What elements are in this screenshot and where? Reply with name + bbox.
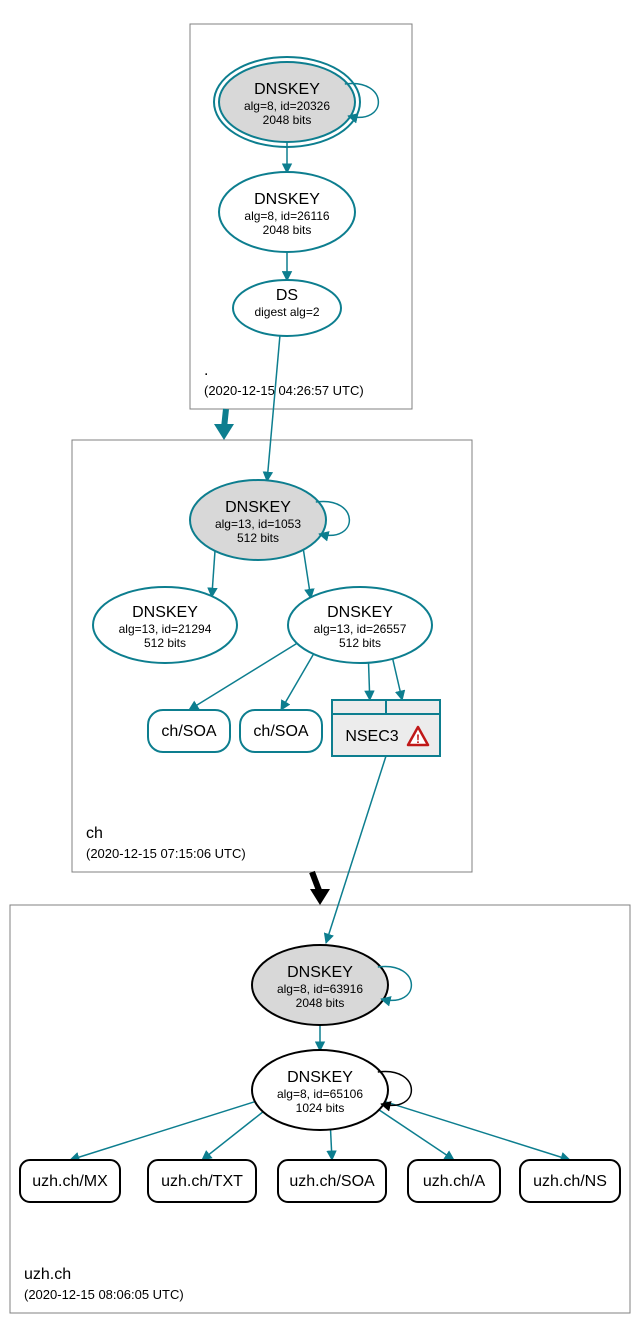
edge bbox=[212, 548, 215, 597]
node-ch_zsk2: DNSKEYalg=13, id=26557512 bits bbox=[288, 587, 432, 663]
node-sub1: digest alg=2 bbox=[254, 305, 319, 319]
edge bbox=[303, 547, 311, 598]
edge bbox=[267, 334, 280, 481]
nsec3-label: NSEC3 bbox=[345, 728, 398, 745]
edge bbox=[202, 1108, 267, 1160]
node-sub2: 512 bits bbox=[237, 531, 279, 545]
rr-label: uzh.ch/MX bbox=[32, 1173, 108, 1190]
edge bbox=[70, 1100, 261, 1160]
soa-label: ch/SOA bbox=[253, 723, 308, 740]
node-sub2: 512 bits bbox=[144, 636, 186, 650]
node-root_zsk: DNSKEYalg=8, id=261162048 bits bbox=[219, 172, 355, 252]
zone-name-uzh: uzh.ch bbox=[24, 1266, 71, 1283]
rr-node-a: uzh.ch/A bbox=[408, 1160, 500, 1202]
edge bbox=[392, 655, 402, 700]
node-sub1: alg=13, id=26557 bbox=[314, 622, 407, 636]
node-uzh_zsk: DNSKEYalg=8, id=651061024 bits bbox=[252, 1050, 388, 1130]
rr-label: uzh.ch/A bbox=[423, 1173, 486, 1190]
node-sub1: alg=8, id=65106 bbox=[277, 1087, 363, 1101]
node-title: DNSKEY bbox=[287, 964, 353, 981]
rr-label: uzh.ch/NS bbox=[533, 1173, 607, 1190]
node-title: DNSKEY bbox=[254, 191, 320, 208]
node-sub1: alg=13, id=21294 bbox=[119, 622, 212, 636]
node-root_ds: DSdigest alg=2 bbox=[233, 280, 341, 336]
rr-node-soa: uzh.ch/SOA bbox=[278, 1160, 386, 1202]
node-sub2: 2048 bits bbox=[263, 223, 312, 237]
node-sub1: alg=8, id=20326 bbox=[244, 99, 330, 113]
zone-name-ch: ch bbox=[86, 825, 103, 842]
warning-icon-mark: ! bbox=[416, 732, 420, 746]
node-sub2: 1024 bits bbox=[296, 1101, 345, 1115]
soa-label: ch/SOA bbox=[161, 723, 216, 740]
node-sub2: 512 bits bbox=[339, 636, 381, 650]
zone-ts-root: (2020-12-15 04:26:57 UTC) bbox=[204, 383, 364, 398]
node-ch_ksk: DNSKEYalg=13, id=1053512 bits bbox=[190, 480, 326, 560]
node-title: DNSKEY bbox=[225, 499, 291, 516]
soa-node-ch_soa1: ch/SOA bbox=[148, 710, 230, 752]
node-sub1: alg=8, id=26116 bbox=[244, 209, 330, 223]
rr-label: uzh.ch/SOA bbox=[289, 1173, 375, 1190]
node-title: DS bbox=[276, 287, 298, 304]
edge bbox=[368, 659, 369, 700]
soa-node-ch_soa2: ch/SOA bbox=[240, 710, 322, 752]
node-root_ksk: DNSKEYalg=8, id=203262048 bits bbox=[214, 57, 360, 147]
node-title: DNSKEY bbox=[287, 1069, 353, 1086]
node-uzh_ksk: DNSKEYalg=8, id=639162048 bits bbox=[252, 945, 388, 1025]
edge bbox=[281, 650, 316, 710]
edge bbox=[330, 1125, 332, 1160]
node-sub2: 2048 bits bbox=[263, 113, 312, 127]
rr-node-ns: uzh.ch/NS bbox=[520, 1160, 620, 1202]
rr-node-txt: uzh.ch/TXT bbox=[148, 1160, 256, 1202]
zone-arrow-head bbox=[214, 424, 234, 440]
zone-ts-ch: (2020-12-15 07:15:06 UTC) bbox=[86, 846, 246, 861]
zone-ts-uzh: (2020-12-15 08:06:05 UTC) bbox=[24, 1287, 184, 1302]
node-ch_zsk1: DNSKEYalg=13, id=21294512 bits bbox=[93, 587, 237, 663]
zone-arrow-head bbox=[310, 889, 330, 905]
node-title: DNSKEY bbox=[327, 604, 393, 621]
rr-label: uzh.ch/TXT bbox=[161, 1173, 243, 1190]
node-sub1: alg=8, id=63916 bbox=[277, 982, 363, 996]
zone-name-root: . bbox=[204, 362, 208, 379]
node-title: DNSKEY bbox=[132, 604, 198, 621]
nsec3-node: NSEC3! bbox=[332, 700, 440, 756]
rr-node-mx: uzh.ch/MX bbox=[20, 1160, 120, 1202]
edge bbox=[326, 756, 386, 943]
node-sub1: alg=13, id=1053 bbox=[215, 517, 301, 531]
node-sub2: 2048 bits bbox=[296, 996, 345, 1010]
edge bbox=[374, 1107, 454, 1160]
node-title: DNSKEY bbox=[254, 81, 320, 98]
